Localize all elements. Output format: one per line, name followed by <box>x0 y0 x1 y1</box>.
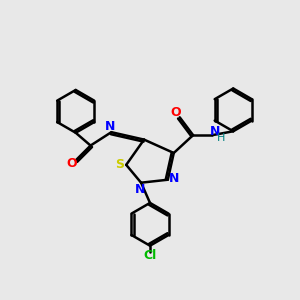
Text: N: N <box>210 125 220 138</box>
Text: O: O <box>67 157 77 170</box>
Text: Cl: Cl <box>143 249 157 262</box>
Text: H: H <box>217 133 225 143</box>
Text: O: O <box>171 106 182 119</box>
Text: S: S <box>115 158 124 171</box>
Text: N: N <box>105 120 115 133</box>
Text: N: N <box>169 172 180 185</box>
Text: N: N <box>134 183 145 196</box>
